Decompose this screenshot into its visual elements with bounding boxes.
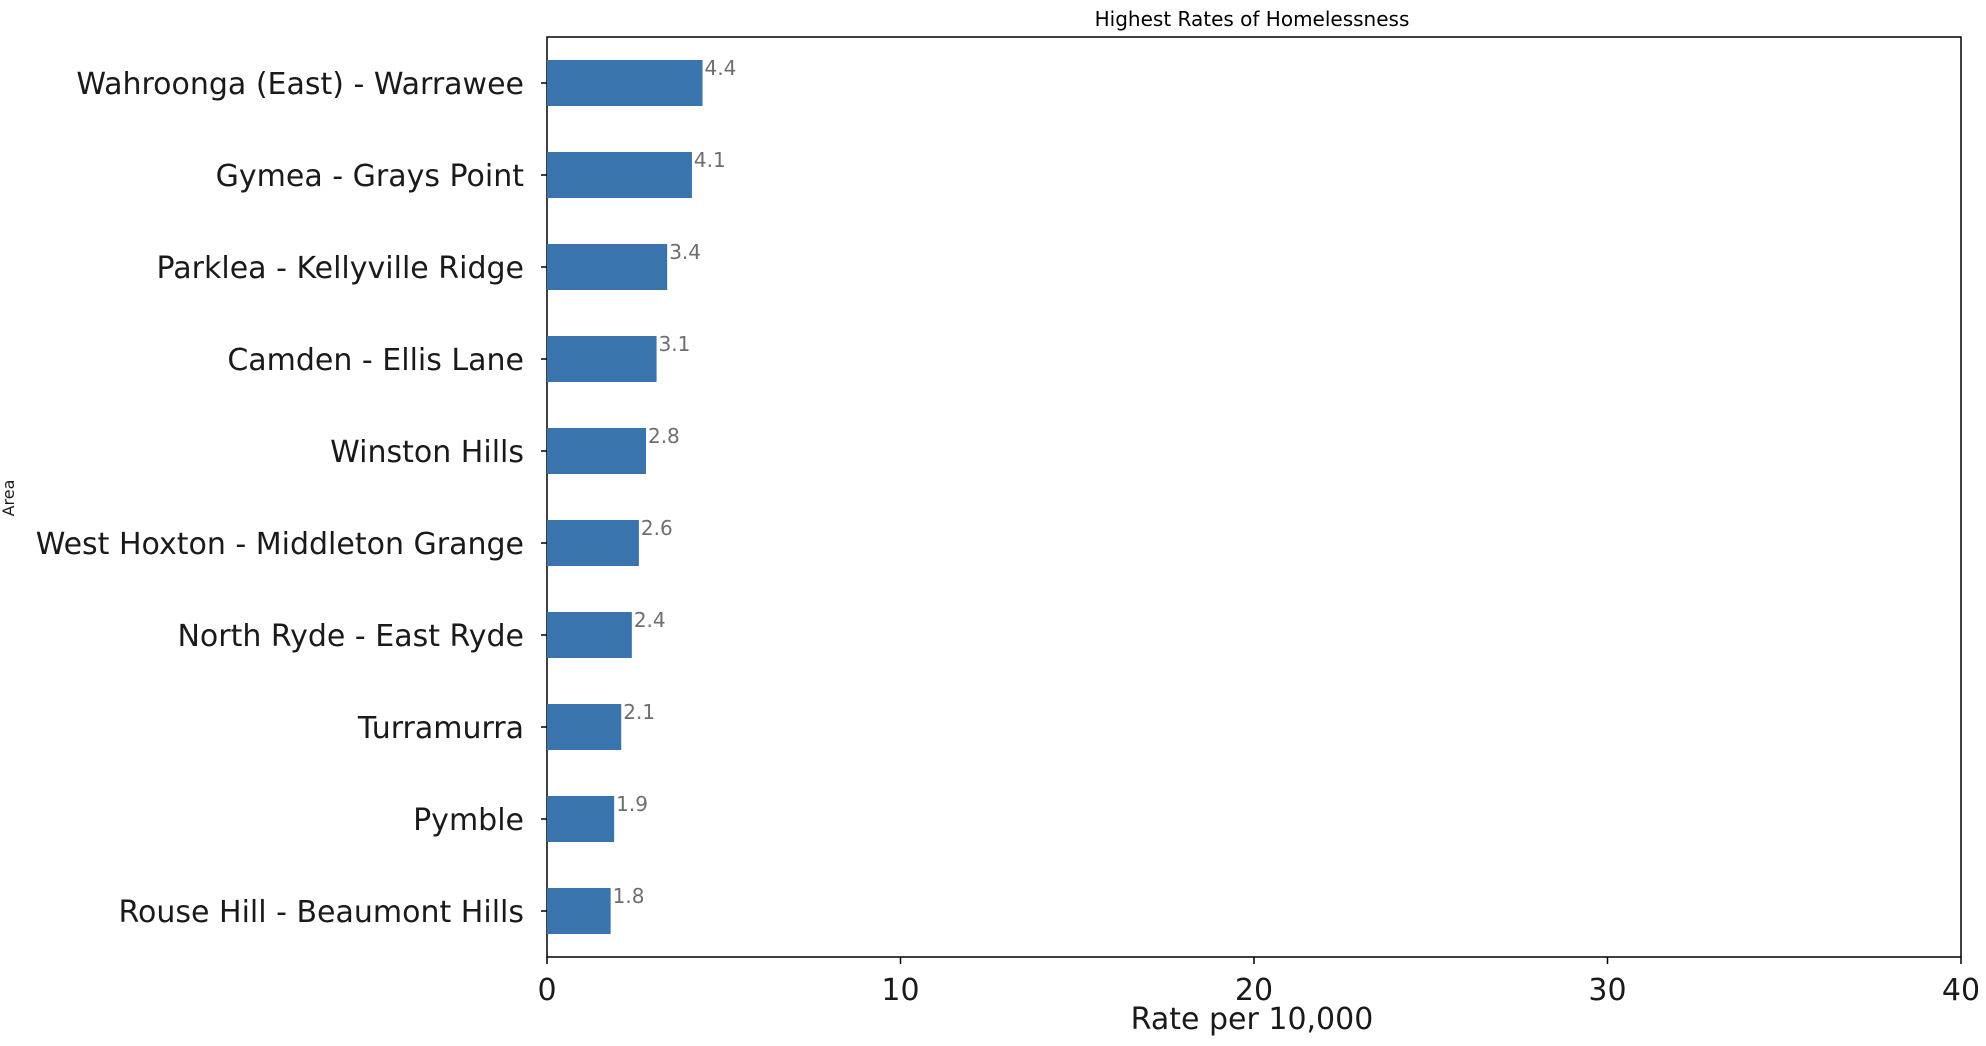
category-label: Wahroonga (East) - Warrawee [76,67,524,102]
bar [547,704,622,750]
bar-value-label: 2.6 [641,516,673,540]
category-label: Parklea - Kellyville Ridge [157,251,524,286]
bar [547,796,615,842]
chart-title: Highest Rates of Homelessness [1095,7,1410,31]
bar-value-label: 3.4 [669,240,701,264]
x-tick-label: 30 [1588,973,1626,1008]
category-label: Camden - Ellis Lane [227,343,524,378]
bar-value-label: 4.1 [694,148,726,172]
category-label: Winston Hills [330,435,524,470]
bar [547,244,668,290]
y-axis-label: Area [0,480,18,517]
category-label: West Hoxton - Middleton Grange [36,527,524,562]
data-labels-layer: 4.4 4.1 3.4 3.1 2.8 2.6 2.4 2.1 1.9 1.8 [613,56,737,908]
category-label: Gymea - Grays Point [216,159,525,194]
x-axis-label: Rate per 10,000 [1131,1002,1374,1037]
category-label: North Ryde - East Ryde [177,619,524,654]
bar [547,152,692,198]
bar [547,60,703,106]
x-axis: 0 10 20 30 40 [537,957,1980,1008]
bar [547,612,632,658]
bar-value-label: 2.1 [623,700,655,724]
bars-layer [547,60,703,934]
category-label: Rouse Hill - Beaumont Hills [119,895,524,930]
bar-value-label: 1.8 [613,884,645,908]
x-tick-label: 0 [537,973,556,1008]
category-label: Turramurra [357,711,524,746]
category-label: Pymble [413,803,524,838]
plot-area [546,36,1962,958]
bar [547,888,611,934]
bar-value-label: 4.4 [705,56,737,80]
x-tick-label: 20 [1235,973,1273,1008]
bar [547,520,639,566]
x-tick-label: 10 [881,973,919,1008]
bar-value-label: 2.4 [634,608,666,632]
bar-value-label: 3.1 [659,332,691,356]
bar [547,428,646,474]
bar-value-label: 2.8 [648,424,680,448]
y-axis: Wahroonga (East) - Warrawee Gymea - Grays… [36,67,547,930]
x-tick-label: 40 [1942,973,1980,1008]
bar-value-label: 1.9 [616,792,648,816]
bar [547,336,657,382]
